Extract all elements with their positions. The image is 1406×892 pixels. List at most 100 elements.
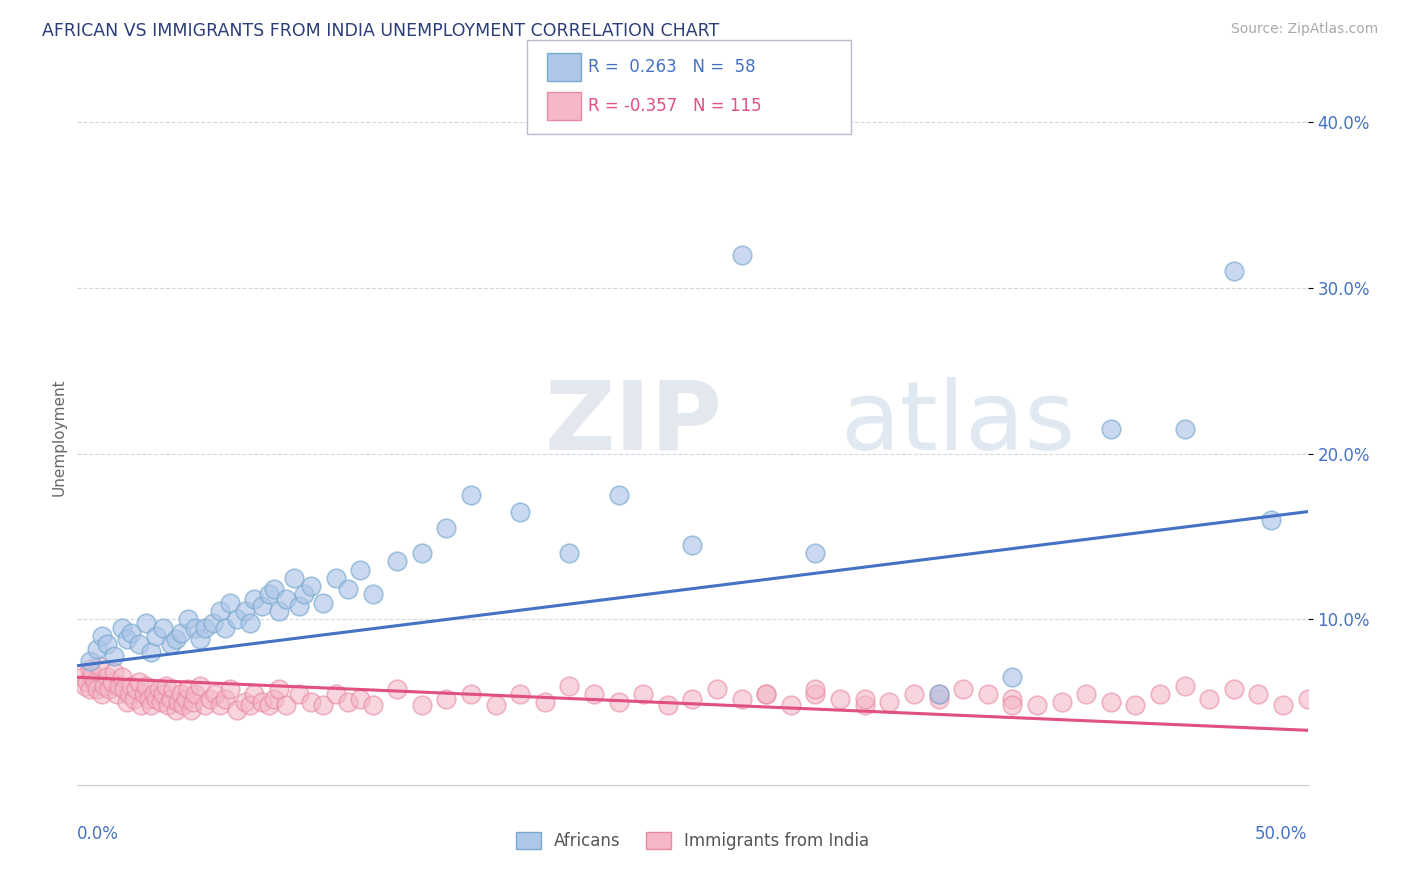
Point	[165, 632, 187, 647]
Point	[682, 538, 704, 552]
Point	[952, 681, 974, 696]
Point	[83, 675, 105, 690]
Point	[250, 599, 273, 613]
Point	[162, 681, 184, 696]
Point	[349, 563, 371, 577]
Point	[150, 695, 173, 709]
Point	[292, 587, 315, 601]
Point	[98, 681, 121, 696]
Point	[361, 587, 384, 601]
Point	[226, 703, 249, 717]
Point	[1198, 691, 1220, 706]
Point	[288, 599, 311, 613]
Point	[1050, 695, 1073, 709]
Point	[558, 679, 581, 693]
Point	[170, 625, 193, 640]
Point	[172, 698, 194, 713]
Y-axis label: Unemployment: Unemployment	[51, 378, 66, 496]
Point	[160, 691, 183, 706]
Point	[853, 698, 876, 713]
Point	[337, 582, 360, 597]
Point	[239, 615, 262, 630]
Point	[804, 681, 827, 696]
Point	[79, 662, 101, 676]
Point	[607, 695, 630, 709]
Point	[1223, 264, 1246, 278]
Point	[214, 621, 236, 635]
Point	[86, 642, 108, 657]
Point	[299, 695, 322, 709]
Point	[243, 592, 266, 607]
Point	[1260, 513, 1282, 527]
Point	[90, 629, 114, 643]
Point	[209, 698, 232, 713]
Point	[1296, 691, 1319, 706]
Text: R = -0.357   N = 115: R = -0.357 N = 115	[588, 97, 761, 115]
Point	[460, 488, 482, 502]
Point	[93, 679, 115, 693]
Point	[209, 604, 232, 618]
Point	[928, 691, 950, 706]
Point	[70, 670, 93, 684]
Point	[755, 687, 778, 701]
Point	[385, 554, 409, 568]
Point	[288, 687, 311, 701]
Text: atlas: atlas	[841, 376, 1076, 470]
Point	[233, 695, 256, 709]
Legend: Africans, Immigrants from India: Africans, Immigrants from India	[509, 825, 876, 856]
Point	[200, 691, 222, 706]
Point	[115, 695, 138, 709]
Point	[226, 612, 249, 626]
Point	[155, 679, 177, 693]
Point	[1099, 422, 1122, 436]
Point	[1247, 687, 1270, 701]
Point	[283, 571, 305, 585]
Point	[325, 687, 347, 701]
Point	[73, 679, 96, 693]
Point	[174, 691, 197, 706]
Point	[411, 698, 433, 713]
Point	[312, 596, 335, 610]
Point	[583, 687, 606, 701]
Point	[96, 670, 118, 684]
Point	[706, 681, 728, 696]
Text: R =  0.263   N =  58: R = 0.263 N = 58	[588, 58, 755, 76]
Point	[853, 691, 876, 706]
Point	[118, 687, 141, 701]
Point	[103, 648, 125, 663]
Point	[184, 621, 207, 635]
Point	[1001, 670, 1024, 684]
Point	[219, 681, 242, 696]
Point	[105, 687, 128, 701]
Point	[276, 592, 298, 607]
Point	[485, 698, 508, 713]
Point	[1076, 687, 1098, 701]
Point	[657, 698, 679, 713]
Point	[86, 681, 108, 696]
Point	[141, 698, 163, 713]
Point	[607, 488, 630, 502]
Point	[349, 691, 371, 706]
Text: ZIP: ZIP	[546, 376, 723, 470]
Point	[82, 665, 104, 680]
Point	[129, 698, 153, 713]
Point	[141, 645, 163, 659]
Point	[269, 681, 291, 696]
Point	[928, 687, 950, 701]
Point	[167, 695, 190, 709]
Point	[180, 703, 202, 717]
Point	[1001, 691, 1024, 706]
Point	[325, 571, 347, 585]
Point	[108, 679, 131, 693]
Point	[633, 687, 655, 701]
Point	[115, 632, 138, 647]
Point	[337, 695, 360, 709]
Point	[184, 687, 207, 701]
Point	[79, 681, 101, 696]
Point	[177, 612, 200, 626]
Point	[148, 681, 170, 696]
Point	[534, 695, 557, 709]
Point	[138, 691, 160, 706]
Point	[135, 679, 157, 693]
Point	[194, 698, 217, 713]
